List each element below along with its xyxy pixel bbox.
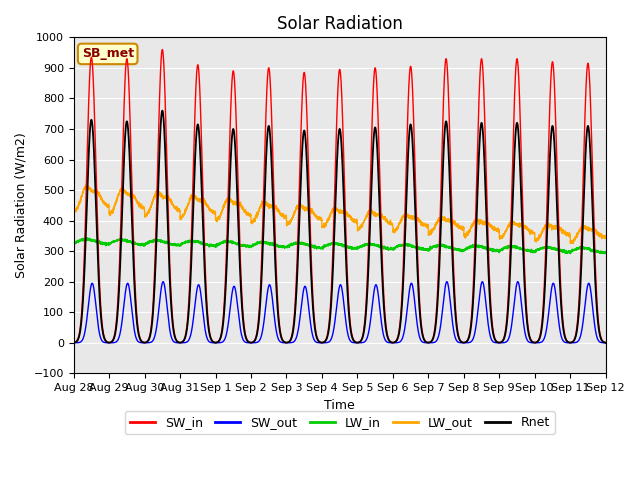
Text: SB_met: SB_met (82, 48, 134, 60)
Legend: SW_in, SW_out, LW_in, LW_out, Rnet: SW_in, SW_out, LW_in, LW_out, Rnet (125, 411, 555, 434)
Title: Solar Radiation: Solar Radiation (276, 15, 403, 33)
X-axis label: Time: Time (324, 398, 355, 412)
Y-axis label: Solar Radiation (W/m2): Solar Radiation (W/m2) (15, 132, 28, 278)
